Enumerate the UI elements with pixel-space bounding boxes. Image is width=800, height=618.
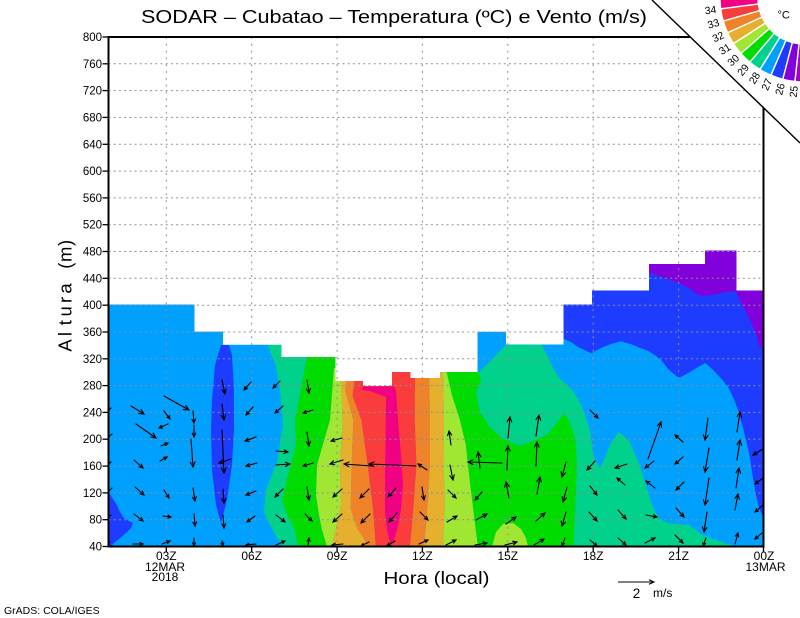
svg-text:u: u xyxy=(55,306,76,316)
svg-text:80: 80 xyxy=(89,515,102,527)
svg-text:25: 25 xyxy=(788,85,800,98)
svg-text:t: t xyxy=(55,320,76,325)
svg-text:680: 680 xyxy=(83,112,102,124)
svg-text:(: ( xyxy=(55,262,76,269)
svg-text:06Z: 06Z xyxy=(241,549,262,563)
svg-text:GrADS: COLA/IGES: GrADS: COLA/IGES xyxy=(4,605,100,617)
svg-text:12MAR: 12MAR xyxy=(145,560,185,574)
svg-text:720: 720 xyxy=(83,86,102,98)
svg-text:600: 600 xyxy=(83,166,102,178)
svg-text:21Z: 21Z xyxy=(668,549,689,563)
svg-text:12Z: 12Z xyxy=(412,549,433,563)
svg-text:03Z: 03Z xyxy=(156,549,177,563)
svg-text:480: 480 xyxy=(83,247,102,259)
svg-text:l: l xyxy=(55,332,76,336)
svg-text:°C: °C xyxy=(778,10,790,22)
svg-text:SODAR – Cubatao – Temperatura: SODAR – Cubatao – Temperatura (ºC) e Ven… xyxy=(141,7,647,27)
svg-text:760: 760 xyxy=(83,59,102,71)
svg-text:120: 120 xyxy=(83,488,102,500)
svg-text:31: 31 xyxy=(717,41,733,58)
svg-text:09Z: 09Z xyxy=(327,549,348,563)
svg-text:33: 33 xyxy=(706,17,721,32)
svg-text:200: 200 xyxy=(83,434,102,446)
svg-text:160: 160 xyxy=(83,461,102,473)
svg-text:27: 27 xyxy=(760,77,776,93)
svg-text:40: 40 xyxy=(89,542,102,554)
svg-text:18Z: 18Z xyxy=(583,549,604,563)
svg-text:400: 400 xyxy=(83,300,102,312)
svg-text:34: 34 xyxy=(704,4,717,17)
svg-text:r: r xyxy=(55,297,76,303)
svg-text:640: 640 xyxy=(83,139,102,151)
svg-text:m: m xyxy=(55,247,76,262)
svg-text:280: 280 xyxy=(83,381,102,393)
svg-text:13MAR: 13MAR xyxy=(745,560,785,574)
svg-text:): ) xyxy=(55,240,76,246)
svg-text:15Z: 15Z xyxy=(497,549,518,563)
svg-text:800: 800 xyxy=(83,32,102,44)
svg-text:Hora (local): Hora (local) xyxy=(384,568,490,588)
svg-text:240: 240 xyxy=(83,407,102,419)
svg-text:440: 440 xyxy=(83,273,102,285)
svg-text:2: 2 xyxy=(633,586,641,601)
svg-text:A: A xyxy=(55,339,76,352)
svg-text:28: 28 xyxy=(747,70,763,86)
svg-text:32: 32 xyxy=(711,29,727,45)
svg-text:2018: 2018 xyxy=(152,570,179,584)
svg-text:a: a xyxy=(55,283,76,294)
svg-text:320: 320 xyxy=(83,354,102,366)
svg-text:560: 560 xyxy=(83,193,102,205)
svg-text:520: 520 xyxy=(83,220,102,232)
svg-text:00Z: 00Z xyxy=(754,549,775,563)
svg-text:26: 26 xyxy=(773,82,788,96)
svg-text:360: 360 xyxy=(83,327,102,339)
svg-text:m/s: m/s xyxy=(653,586,672,600)
